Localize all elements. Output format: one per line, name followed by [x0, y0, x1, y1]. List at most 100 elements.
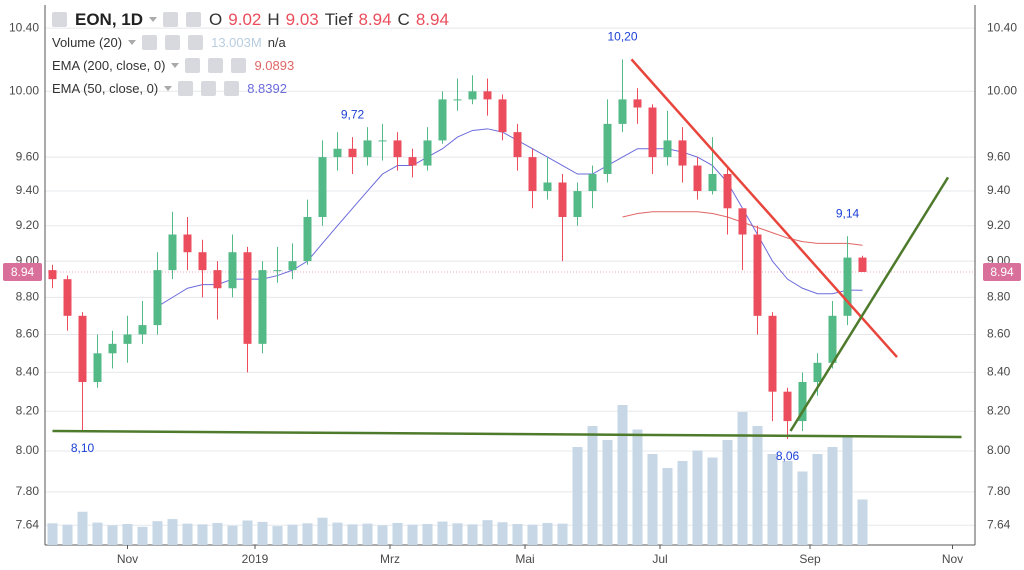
volume-bar	[167, 519, 178, 545]
candle-body	[753, 234, 762, 316]
indicator-name: EMA (200, close, 0)	[52, 58, 166, 73]
annotation: 8,06	[776, 449, 800, 463]
candle-body	[663, 140, 672, 158]
y-tick-label: 9.40	[987, 183, 1011, 197]
y-tick-label: 9.20	[16, 218, 40, 232]
icon[interactable]	[188, 35, 204, 50]
volume-bar	[407, 524, 418, 545]
ohlc-value: 9.03	[285, 9, 319, 29]
y-tick-label: 8.60	[16, 327, 40, 341]
caret[interactable]	[149, 17, 158, 22]
legend: EON, 1D O 9.02 H 9.03 Tief 8.94 C 8.94 Volum…	[52, 8, 449, 100]
y-tick-label: 8.80	[16, 290, 40, 304]
candle-body	[798, 382, 807, 422]
x-tick-label: Mrz	[380, 552, 400, 566]
caret[interactable]	[171, 63, 180, 68]
legend-ema50: EMA (50, close, 0) 8.8392	[52, 77, 449, 100]
y-tick-label: 10.00	[987, 83, 1017, 97]
volume-bar	[827, 447, 838, 545]
y-tick-label: 7.80	[987, 484, 1011, 498]
volume-bar	[107, 525, 118, 545]
volume-bar	[437, 521, 448, 545]
candle-body	[318, 157, 327, 217]
volume-bar	[527, 524, 538, 545]
volume-bar	[182, 523, 193, 545]
candle-body	[528, 157, 537, 192]
y-tick-label: 7.64	[16, 517, 40, 531]
icon[interactable]	[201, 81, 217, 96]
candle-body	[453, 99, 462, 101]
candle-body	[723, 173, 732, 209]
candle-body	[618, 99, 627, 124]
icon[interactable]	[185, 58, 201, 73]
volume-bar	[482, 520, 493, 545]
candle-body	[303, 216, 312, 262]
volume-bar	[692, 450, 703, 545]
legend-ema200: EMA (200, close, 0) 9.0893	[52, 54, 449, 77]
volume-bar	[782, 461, 793, 545]
trendline	[630, 58, 898, 358]
candle-body	[168, 234, 177, 271]
candle-body	[483, 91, 492, 100]
icon[interactable]	[163, 12, 179, 27]
volume-bar	[752, 426, 763, 545]
icon[interactable]	[165, 35, 181, 50]
volume-bar	[377, 525, 388, 545]
candle-body	[498, 99, 507, 133]
candle-body	[93, 353, 102, 383]
icon[interactable]	[142, 35, 158, 50]
candle-body	[708, 173, 717, 192]
ohlc-value: 8.94	[358, 9, 392, 29]
candle-body	[768, 315, 777, 392]
x-tick-label: Mai	[515, 552, 534, 566]
icon[interactable]	[208, 58, 224, 73]
x-tick-label: Sep	[799, 552, 821, 566]
candle-body	[738, 208, 747, 235]
candle-body	[48, 270, 57, 280]
volume-bar	[317, 517, 328, 545]
volume-bar	[632, 429, 643, 545]
y-tick-label: 8.00	[987, 443, 1011, 457]
indicator-name: Volume (20)	[52, 35, 123, 50]
icon[interactable]	[186, 12, 202, 27]
candle-body	[138, 325, 147, 335]
caret[interactable]	[164, 86, 173, 91]
volume-bar	[197, 524, 208, 545]
volume-bar	[467, 524, 478, 545]
candle-body	[213, 270, 222, 289]
indicator-value: 8.8392	[247, 81, 287, 96]
y-tick-label: 8.40	[16, 365, 40, 379]
volume-bar	[287, 524, 298, 545]
volume-bar	[122, 524, 133, 545]
ohlc-key: H	[267, 9, 280, 29]
indicator-value: 13.003M	[211, 35, 262, 50]
volume-bar	[602, 440, 613, 545]
volume-bar	[812, 454, 823, 545]
ohlc-key: O	[209, 9, 223, 29]
y-tick-label: 9.60	[987, 149, 1011, 163]
y-tick-label: 10.00	[9, 83, 39, 97]
candle-body	[63, 279, 72, 316]
volume-bar	[617, 405, 628, 545]
icon[interactable]	[231, 58, 247, 73]
candle-body	[693, 165, 702, 192]
candle-body	[378, 140, 387, 142]
caret[interactable]	[128, 40, 137, 45]
price-tag	[3, 262, 42, 281]
icon	[52, 12, 67, 27]
candle-body	[153, 270, 162, 326]
icon[interactable]	[224, 81, 240, 96]
candle-body	[828, 315, 837, 363]
indicator-name: EMA (50, close, 0)	[52, 81, 159, 96]
volume-bar	[557, 523, 568, 545]
legend-volume: Volume (20) 13.003M n/a	[52, 31, 449, 54]
volume-bar	[842, 436, 853, 545]
candle-body	[288, 261, 297, 271]
volume-bar	[212, 522, 223, 545]
ohlc-key: Tief	[324, 9, 353, 29]
volume-bar	[257, 521, 268, 545]
icon[interactable]	[178, 81, 194, 96]
y-tick-label: 7.80	[16, 484, 40, 498]
